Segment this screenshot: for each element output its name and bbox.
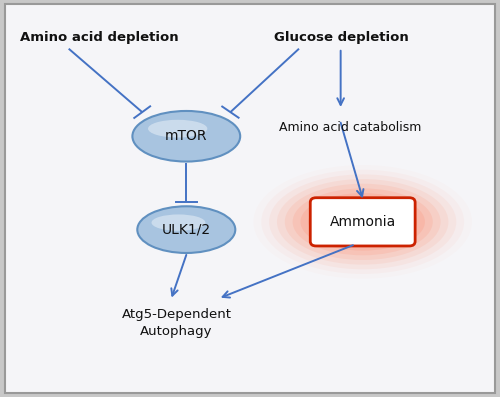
Text: ULK1/2: ULK1/2 <box>162 223 211 237</box>
Ellipse shape <box>300 193 425 251</box>
Ellipse shape <box>132 111 240 162</box>
Ellipse shape <box>269 174 456 269</box>
Ellipse shape <box>285 184 440 260</box>
Ellipse shape <box>148 120 208 137</box>
Ellipse shape <box>138 206 235 253</box>
FancyBboxPatch shape <box>310 198 415 246</box>
Ellipse shape <box>152 214 206 231</box>
Text: Amino acid depletion: Amino acid depletion <box>20 31 178 44</box>
Ellipse shape <box>292 189 433 255</box>
Text: Amino acid catabolism: Amino acid catabolism <box>280 121 422 134</box>
Ellipse shape <box>308 198 417 246</box>
Text: Atg5-Dependent
Autophagy: Atg5-Dependent Autophagy <box>122 308 232 338</box>
Text: mTOR: mTOR <box>165 129 208 143</box>
Text: Glucose depletion: Glucose depletion <box>274 31 409 44</box>
Ellipse shape <box>277 179 448 265</box>
Text: Ammonia: Ammonia <box>330 215 396 229</box>
